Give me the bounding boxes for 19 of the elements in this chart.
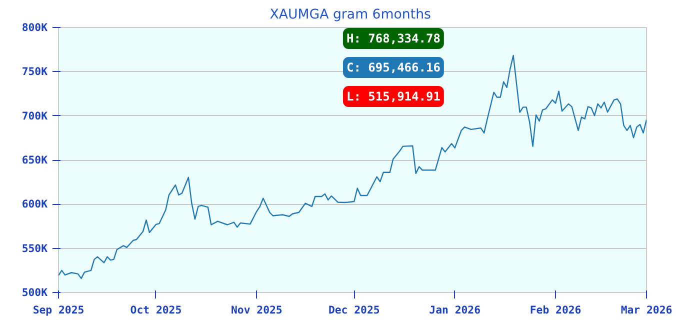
x-tick-label: Dec 2025: [328, 304, 380, 316]
y-tick-label: 750K: [22, 65, 48, 78]
x-tick-label: Oct 2025: [130, 304, 182, 316]
y-tick-label: 550K: [22, 242, 48, 255]
x-tick-label: Feb 2026: [530, 304, 582, 316]
annotation: L: 515,914.91: [346, 90, 440, 104]
y-tick-label: 800K: [22, 21, 48, 34]
x-tick-label: Jan 2026: [429, 304, 480, 316]
x-tick-label: Mar 2026: [620, 304, 672, 316]
annotation: C: 695,466.16: [346, 60, 440, 74]
chart-title: XAUMGA gram 6months: [270, 8, 432, 22]
x-tick-label: Sep 2025: [32, 304, 84, 316]
x-tick-label: Nov 2025: [231, 304, 282, 316]
y-tick-label: 650K: [22, 154, 48, 166]
y-tick-label: 600K: [22, 198, 48, 211]
y-tick-label: 500K: [22, 286, 48, 299]
line-series: [58, 54, 646, 280]
annotation: H: 768,334.78: [346, 32, 440, 46]
y-tick-label: 700K: [22, 109, 48, 122]
